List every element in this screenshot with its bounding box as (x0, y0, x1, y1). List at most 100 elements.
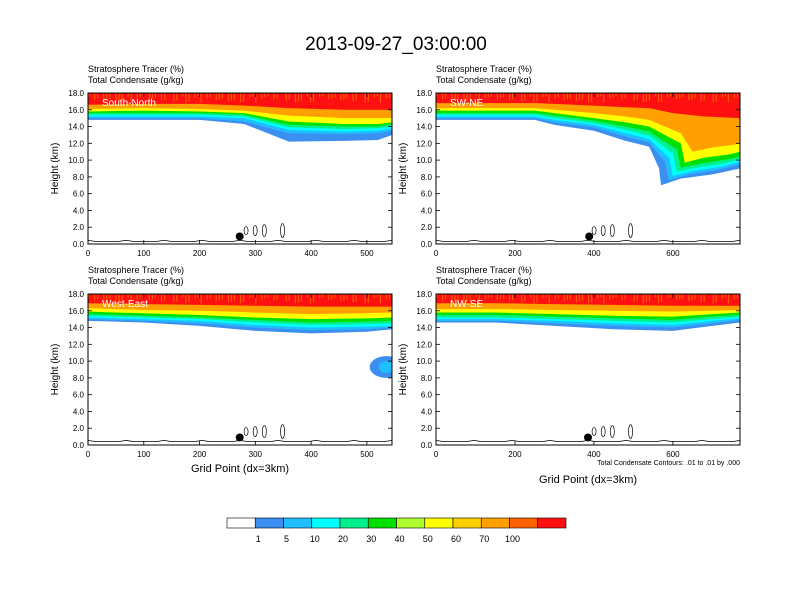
plot-frame (435, 92, 741, 245)
x-tick-label: 200 (193, 450, 207, 459)
location-marker (235, 433, 244, 442)
y-tick-label: 4.0 (73, 407, 85, 416)
y-tick-label: 14.0 (416, 123, 432, 132)
tracer-streaks (88, 93, 391, 103)
y-tick-label: 8.0 (73, 374, 85, 383)
condensate-contours (591, 223, 633, 238)
y-tick-label: 4.0 (73, 206, 85, 215)
y-tick-label: 16.0 (68, 307, 84, 316)
colorbar-swatch (311, 517, 341, 529)
y-tick-label: 2.0 (73, 223, 85, 232)
y-tick-label: 14.0 (68, 324, 84, 333)
x-tick-label: 400 (304, 450, 318, 459)
y-tick-label: 0.0 (421, 240, 433, 249)
tracer-blob-core (378, 361, 392, 373)
tracer-streaks (436, 93, 739, 103)
x-tick-label: 500 (360, 249, 374, 258)
x-tick-label: 200 (193, 249, 207, 258)
colorbar-swatch (339, 517, 369, 529)
y-tick-label: 12.0 (68, 139, 84, 148)
colorbar-label: 40 (394, 534, 404, 544)
colorbar-label: 100 (505, 534, 520, 544)
colorbar-swatch (537, 517, 567, 529)
x-tick-label: 300 (249, 450, 263, 459)
x-tick-label: 0 (434, 249, 439, 258)
y-tick-label: 16.0 (68, 106, 84, 115)
y-tick-label: 0.0 (73, 240, 85, 249)
plot-frame (87, 293, 393, 446)
colorbar-label: 20 (338, 534, 348, 544)
plot-frame (435, 293, 741, 446)
y-tick-label: 6.0 (73, 391, 85, 400)
y-tick-label: 18.0 (68, 89, 84, 98)
x-tick-label: 600 (666, 450, 680, 459)
panel-header-line: Stratosphere Tracer (%) (88, 265, 184, 275)
y-tick-label: 6.0 (421, 391, 433, 400)
colorbar-swatch (226, 517, 256, 529)
y-tick-label: 10.0 (416, 357, 432, 366)
panel-header-line: Total Condensate (g/kg) (436, 276, 532, 286)
colorbar-swatch (367, 517, 397, 529)
surface-line (88, 239, 392, 242)
condensate-contours (243, 223, 285, 238)
colorbar-label: 1 (256, 534, 261, 544)
x-tick-label: 500 (360, 450, 374, 459)
colorbar-swatch (509, 517, 539, 529)
x-tick-label: 200 (508, 450, 522, 459)
y-tick-label: 10.0 (416, 156, 432, 165)
colorbar-label: 50 (423, 534, 433, 544)
y-axis-label: Height (km) (50, 143, 61, 195)
panel-header-line: Stratosphere Tracer (%) (436, 265, 532, 275)
figure-title: 2013-09-27_03:00:00 (305, 34, 487, 55)
x-tick-label: 0 (434, 450, 439, 459)
condensate-contours (243, 424, 285, 439)
location-marker (585, 232, 594, 241)
y-tick-label: 10.0 (68, 156, 84, 165)
panel-header-line: Stratosphere Tracer (%) (436, 64, 532, 74)
surface-line (436, 439, 740, 443)
y-tick-label: 8.0 (421, 374, 433, 383)
x-tick-label: 100 (137, 249, 151, 258)
y-tick-label: 0.0 (421, 441, 433, 450)
y-tick-label: 12.0 (68, 340, 84, 349)
colorbar-swatch (480, 517, 510, 529)
panel-header-line: Total Condensate (g/kg) (88, 75, 184, 85)
y-tick-label: 14.0 (416, 324, 432, 333)
tracer-streaks (88, 294, 391, 304)
contour-footnote: Total Condensate Contours: .01 to .01 by… (597, 460, 740, 467)
colorbar: 1 5 10 20 30 40 50 60 70 100 (226, 517, 567, 544)
panel-label: South-North (102, 98, 156, 109)
y-tick-label: 6.0 (73, 190, 85, 199)
colorbar-label: 60 (451, 534, 461, 544)
surface-line (88, 439, 392, 443)
y-tick-label: 16.0 (416, 106, 432, 115)
colorbar-label: 10 (310, 534, 320, 544)
colorbar-label: 30 (366, 534, 376, 544)
y-tick-label: 4.0 (421, 206, 433, 215)
colorbar-label: 5 (284, 534, 289, 544)
x-tick-label: 400 (304, 249, 318, 258)
x-tick-label: 100 (137, 450, 151, 459)
panel-label: NW-SE (450, 299, 483, 310)
x-tick-label: 600 (666, 249, 680, 258)
y-tick-label: 2.0 (421, 424, 433, 433)
x-tick-label: 200 (508, 249, 522, 258)
y-axis-label: Height (km) (50, 344, 61, 396)
y-tick-label: 16.0 (416, 307, 432, 316)
y-tick-label: 2.0 (421, 223, 433, 232)
y-tick-label: 18.0 (416, 290, 432, 299)
y-tick-label: 10.0 (68, 357, 84, 366)
location-marker (235, 232, 244, 241)
y-tick-label: 14.0 (68, 123, 84, 132)
panel-label: West-East (102, 299, 148, 310)
x-tick-label: 400 (587, 450, 601, 459)
x-tick-label: 400 (587, 249, 601, 258)
surface-line (436, 239, 740, 242)
condensate-contours (591, 424, 633, 439)
panel-header-line: Total Condensate (g/kg) (88, 276, 184, 286)
colorbar-swatch (452, 517, 482, 529)
x-tick-label: 0 (86, 450, 91, 459)
x-axis-label: Grid Point (dx=3km) (191, 463, 289, 475)
y-tick-label: 18.0 (68, 290, 84, 299)
